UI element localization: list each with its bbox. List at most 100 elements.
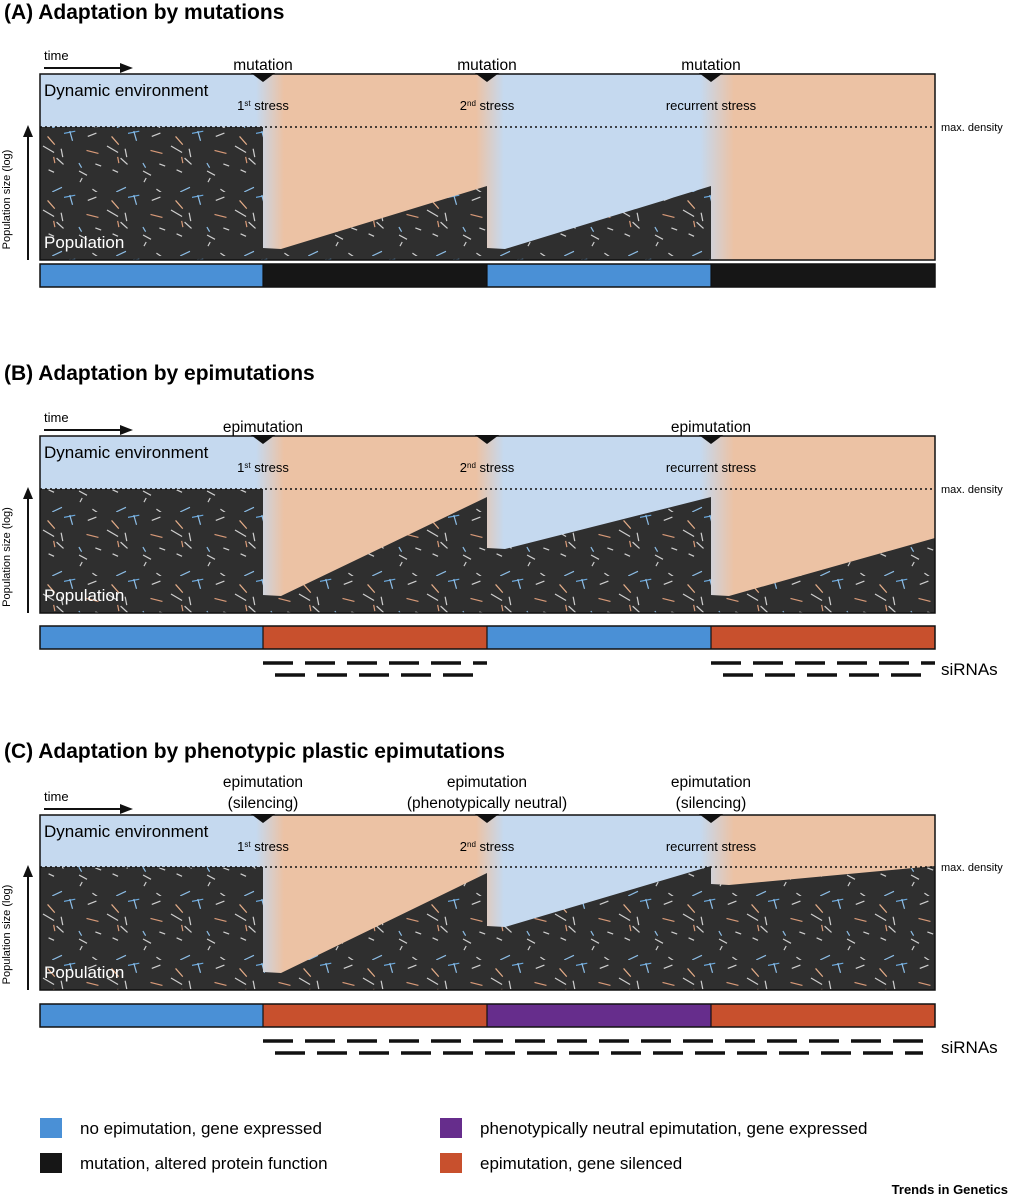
stress-num: 1: [237, 98, 244, 113]
state-bar-segment: [263, 264, 487, 287]
stress-num: 2: [460, 839, 467, 854]
state-bar-segment: [487, 626, 711, 649]
state-bar-segment: [40, 1004, 263, 1027]
state-bar-segment: [487, 264, 711, 287]
legend-label: phenotypically neutral epimutation, gene…: [480, 1119, 867, 1138]
stress-word: stress: [476, 839, 515, 854]
legend-swatch: [40, 1153, 62, 1173]
panel-b: (B) Adaptation by epimutations time Popula…: [1, 362, 1003, 679]
event-marker: [251, 814, 275, 823]
event-label: (silencing): [676, 795, 747, 812]
panel-title: (B) Adaptation by epimutations: [4, 362, 315, 385]
event-label: epimutation: [671, 419, 751, 436]
stress-label: 1st stress: [237, 98, 289, 113]
population-area: [487, 866, 711, 990]
stress-label: 1st stress: [237, 460, 289, 475]
event-marker: [251, 73, 275, 82]
stress-word: recurrent stress: [666, 98, 757, 113]
sirnas-label: siRNAs: [941, 660, 998, 679]
stress-num: 1: [237, 460, 244, 475]
state-bar-segment: [711, 1004, 935, 1027]
stress-sup: nd: [467, 99, 476, 108]
max-density-label: max. density: [941, 862, 1003, 874]
yaxis-arrow-head: [23, 487, 33, 499]
environment-label: Dynamic environment: [44, 822, 209, 841]
state-bar-segment: [40, 626, 263, 649]
state-bar-segment: [263, 626, 487, 649]
environment-label: Dynamic environment: [44, 81, 209, 100]
event-marker: [699, 73, 723, 82]
event-label: mutation: [681, 57, 740, 74]
yaxis-label: Population size (log): [1, 507, 13, 607]
time-label: time: [44, 48, 69, 63]
stress-label: 2nd stress: [460, 460, 515, 475]
time-arrow-head: [120, 63, 133, 73]
legend-swatch: [440, 1153, 462, 1173]
population-area: [263, 497, 487, 613]
time-arrow-head: [120, 804, 133, 814]
stress-label: recurrent stress: [666, 839, 757, 854]
legend: no epimutation, gene expressed mutation, …: [40, 1118, 867, 1173]
stress-word: recurrent stress: [666, 460, 757, 475]
time-label: time: [44, 410, 69, 425]
stress-sup: st: [244, 840, 251, 849]
stress-word: stress: [251, 98, 290, 113]
event-marker: [699, 435, 723, 444]
stress-num: 1: [237, 839, 244, 854]
panel-title: (A) Adaptation by mutations: [4, 1, 284, 24]
event-label: epimutation: [223, 774, 303, 791]
population-area: [40, 867, 263, 990]
stress-word: stress: [251, 839, 290, 854]
event-label: (phenotypically neutral): [407, 795, 567, 812]
state-bar-segment: [487, 1004, 711, 1027]
max-density-label: max. density: [941, 484, 1003, 496]
event-marker: [251, 435, 275, 444]
population-label: Population: [44, 586, 124, 605]
panel-title: (C) Adaptation by phenotypic plastic epi…: [4, 740, 505, 763]
stress-num: 2: [460, 460, 467, 475]
population-area: [40, 127, 263, 260]
stress-sup: st: [244, 99, 251, 108]
yaxis-arrow-head: [23, 865, 33, 877]
stress-word: stress: [476, 98, 515, 113]
event-marker: [699, 814, 723, 823]
stress-sup: nd: [467, 840, 476, 849]
event-label: epimutation: [223, 419, 303, 436]
population-area: [711, 866, 935, 990]
legend-label: mutation, altered protein function: [80, 1154, 328, 1173]
yaxis-arrow-head: [23, 125, 33, 137]
state-bar-segment: [711, 264, 935, 287]
max-density-label: max. density: [941, 122, 1003, 134]
event-marker: [475, 814, 499, 823]
event-label: epimutation: [447, 774, 527, 791]
stress-label: 1st stress: [237, 839, 289, 854]
stress-num: 2: [460, 98, 467, 113]
population-area: [263, 186, 487, 260]
state-bar-segment: [263, 1004, 487, 1027]
population-label: Population: [44, 233, 124, 252]
stress-sup: nd: [467, 461, 476, 470]
population-area: [487, 497, 711, 613]
state-bar-segment: [711, 626, 935, 649]
population-area: [40, 489, 263, 613]
panel-c: (C) Adaptation by phenotypic plastic epi…: [1, 740, 1003, 1057]
population-area: [711, 538, 935, 613]
time-arrow-head: [120, 425, 133, 435]
panel-a: (A) Adaptation by mutations time Populatio…: [1, 1, 1003, 288]
time-label: time: [44, 789, 69, 804]
population-label: Population: [44, 963, 124, 982]
sirnas-label: siRNAs: [941, 1038, 998, 1057]
environment-label: Dynamic environment: [44, 443, 209, 462]
stress-label: 2nd stress: [460, 98, 515, 113]
event-label: (silencing): [228, 795, 299, 812]
environment-segment: [711, 74, 935, 260]
stress-word: stress: [251, 460, 290, 475]
yaxis-label: Population size (log): [1, 885, 13, 985]
credit-label: Trends in Genetics: [892, 1182, 1008, 1197]
state-bar-segment: [40, 264, 263, 287]
yaxis-label: Population size (log): [1, 150, 13, 250]
population-area: [263, 873, 487, 990]
legend-swatch: [40, 1118, 62, 1138]
event-label: mutation: [457, 57, 516, 74]
